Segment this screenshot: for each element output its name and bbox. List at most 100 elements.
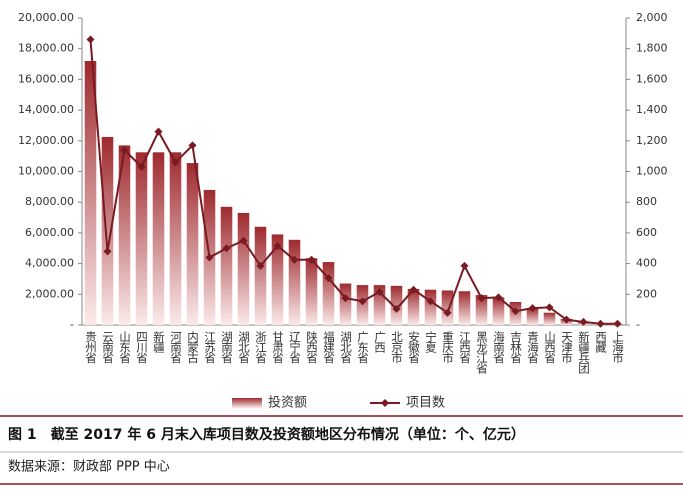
x-tick-label: 甘肃省: [271, 331, 285, 364]
x-tick-label: 山西省: [543, 331, 557, 364]
x-tick-label: 湖北省: [339, 330, 353, 364]
legend-label: 项目数: [406, 396, 445, 411]
bar: [254, 226, 267, 325]
x-tick-label: 山东省: [118, 331, 132, 364]
bar: [526, 308, 539, 325]
bar: [152, 152, 165, 325]
y2-tick-label: 1,000: [636, 165, 668, 178]
line-marker: [188, 141, 197, 150]
bar: [424, 289, 437, 325]
x-tick-label: 吉林省: [509, 331, 523, 364]
bar: [322, 262, 335, 325]
line-marker: [307, 255, 316, 264]
line-marker: [528, 304, 537, 313]
bar: [186, 163, 199, 325]
bar: [135, 152, 148, 325]
line-marker: [426, 297, 435, 306]
x-tick-label: 江西省: [458, 331, 472, 364]
bar: [458, 291, 471, 325]
line-marker: [477, 294, 486, 303]
line-marker: [545, 303, 554, 312]
y2-tick-label: 2,000: [636, 11, 668, 24]
x-tick-label: 广东省: [356, 331, 370, 364]
bar: [492, 297, 505, 325]
x-tick-label: 福建省: [322, 330, 336, 364]
y2-tick-label: 600: [636, 226, 657, 239]
line-marker: [205, 253, 214, 262]
bar: [543, 312, 556, 325]
x-tick-label: 重庆市: [441, 330, 455, 364]
bar: [475, 295, 488, 325]
y-tick-label: 12,000.00: [18, 134, 74, 147]
x-tick-label: 云南省: [101, 331, 115, 364]
bar: [339, 283, 352, 325]
x-tick-label: 上海市: [611, 331, 625, 364]
line-marker: [222, 244, 231, 253]
x-tick-label: 西藏: [594, 331, 608, 354]
y2-tick-label: 1,600: [636, 72, 668, 85]
y-tick-label: 20,000.00: [18, 11, 74, 24]
x-tick-label: 青海省: [526, 331, 540, 364]
y2-tick-label: 1,400: [636, 103, 668, 116]
x-tick-label: 湖南省: [220, 330, 234, 364]
x-tick-label: 新疆: [152, 330, 166, 353]
line-marker: [596, 319, 605, 328]
y2-tick-label: -: [636, 318, 640, 331]
x-tick-label: 湖北省: [237, 330, 251, 364]
y-tick-label: -: [70, 318, 74, 331]
line: [89, 39, 618, 325]
y-tick-label: 6,000.00: [25, 226, 74, 239]
y-tick-label: 14,000.00: [18, 103, 74, 116]
line-marker: [103, 247, 112, 256]
line-marker: [273, 241, 282, 250]
line-marker: [341, 294, 350, 303]
x-tick-label: 安徽省: [407, 330, 421, 364]
bar: [169, 152, 182, 325]
y-tick-label: 2,000.00: [25, 287, 74, 300]
line-marker: [256, 261, 265, 270]
y2-tick-label: 1,800: [636, 42, 668, 55]
line-marker: [460, 261, 469, 270]
y2-tick-label: 800: [636, 195, 657, 208]
y-tick-label: 10,000.00: [18, 165, 74, 178]
bar: [118, 145, 131, 325]
y2-tick-label: 200: [636, 287, 657, 300]
bar: [305, 258, 318, 325]
y-tick-label: 16,000.00: [18, 72, 74, 85]
line-marker: [511, 307, 520, 316]
x-tick-label: 海南省: [492, 330, 506, 364]
bar: [407, 288, 420, 325]
legend-marker: [381, 399, 389, 407]
line-marker: [443, 308, 452, 317]
line-marker: [613, 319, 622, 328]
y-tick-label: 4,000.00: [25, 257, 74, 270]
y-tick-label: 18,000.00: [18, 42, 74, 55]
y2-tick-label: 400: [636, 257, 657, 270]
x-tick-label: 河南省: [169, 331, 183, 364]
bar: [237, 212, 250, 325]
line-marker: [562, 315, 571, 324]
line-marker: [392, 304, 401, 313]
line-marker: [239, 236, 248, 245]
line-marker: [375, 287, 384, 296]
line-marker: [290, 255, 299, 264]
bar: [288, 239, 301, 325]
bar: [220, 206, 233, 325]
x-tick-label: 辽宁省: [288, 331, 302, 364]
legend-swatch: [232, 398, 262, 408]
y2-tick-label: 1,200: [636, 134, 668, 147]
source: 数据来源：财政部 PPP 中心: [8, 460, 170, 475]
line-marker: [358, 297, 367, 306]
bar: [101, 136, 114, 325]
line-marker: [171, 158, 180, 167]
x-tick-label: 浙江省: [254, 331, 268, 364]
y-tick-label: 8,000.00: [25, 195, 74, 208]
line-marker: [409, 285, 418, 294]
line-marker: [579, 317, 588, 326]
x-tick-label: 四川省: [135, 331, 149, 364]
x-tick-label: 陕西省: [305, 330, 319, 364]
x-tick-label: 新疆兵团: [577, 330, 591, 375]
bar: [271, 234, 284, 325]
line-marker: [154, 127, 163, 136]
